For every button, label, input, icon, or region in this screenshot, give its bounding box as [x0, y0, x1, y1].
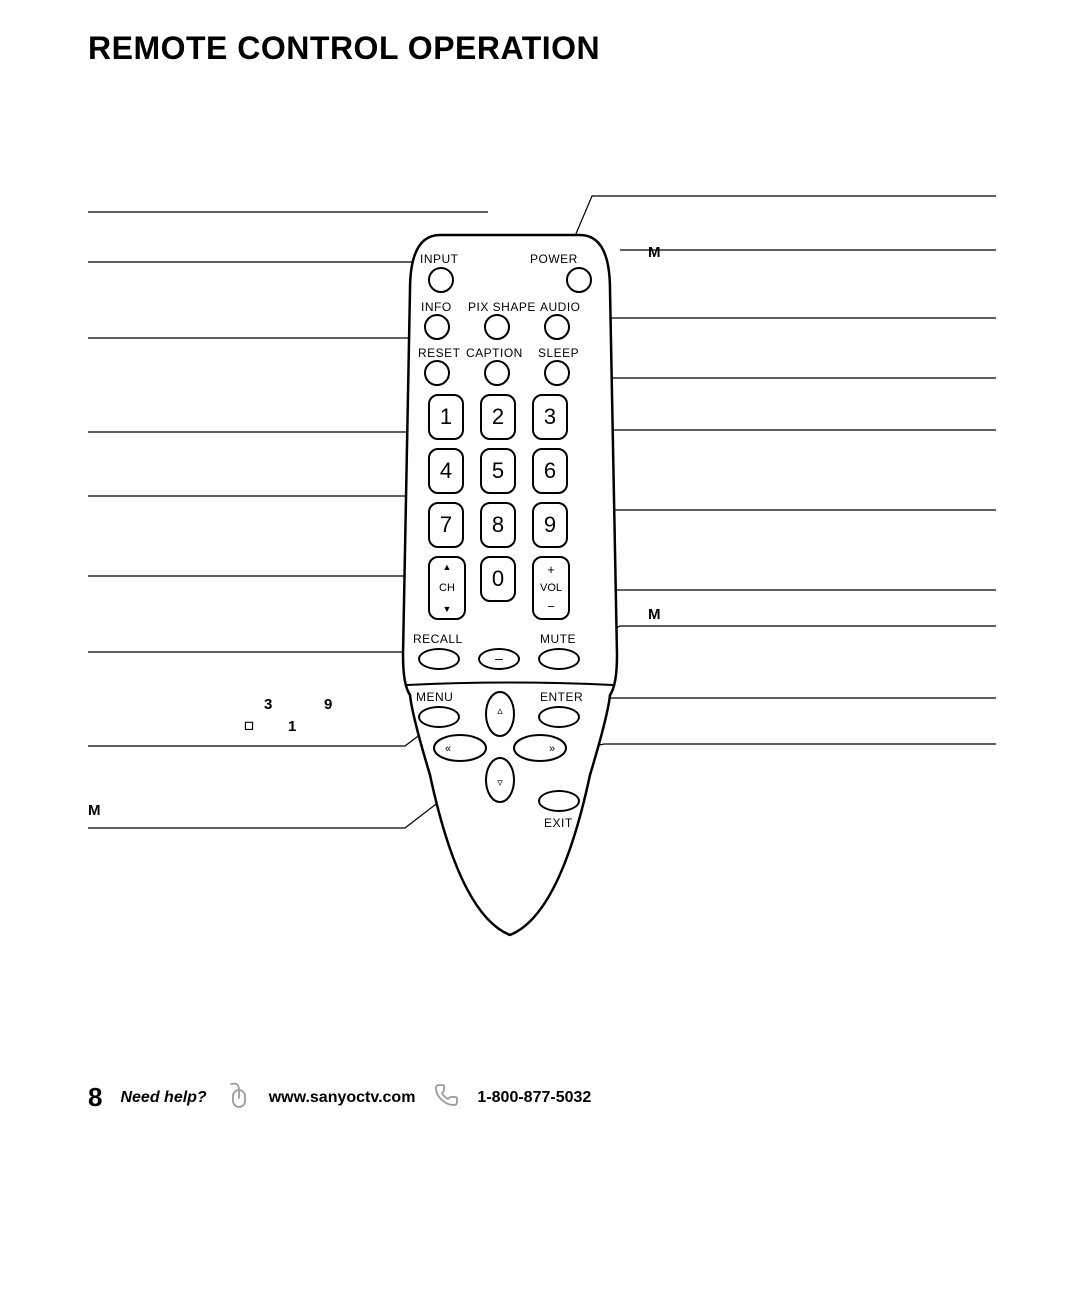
numkey-4[interactable]: 4	[428, 448, 464, 494]
info-button[interactable]	[424, 314, 450, 340]
annotation-square: ◻	[244, 718, 255, 732]
page-number: 8	[88, 1082, 102, 1113]
ch-up-icon: ▲	[430, 562, 464, 572]
numkey-2[interactable]: 2	[480, 394, 516, 440]
label-caption: CAPTION	[466, 346, 523, 360]
numkey-7[interactable]: 7	[428, 502, 464, 548]
footer-phone: 1-800-877-5032	[477, 1089, 591, 1107]
ch-down-icon: ▼	[430, 604, 464, 614]
vol-minus: −	[534, 599, 568, 614]
need-help-label: Need help?	[120, 1089, 206, 1107]
label-recall: RECALL	[413, 632, 463, 646]
dpad-down[interactable]	[486, 760, 514, 800]
recall-button[interactable]	[418, 648, 460, 670]
volume-rocker[interactable]: + VOL −	[532, 556, 570, 620]
page: REMOTE CONTROL OPERATION	[0, 0, 1080, 1311]
label-sleep: SLEEP	[538, 346, 579, 360]
label-reset: RESET	[418, 346, 461, 360]
label-input: INPUT	[420, 252, 459, 266]
mouse-icon	[225, 1080, 251, 1115]
annotation-1: 1	[288, 718, 297, 735]
annotation-3: 3	[264, 696, 273, 713]
label-ch: CH	[430, 582, 464, 594]
label-info: INFO	[421, 300, 452, 314]
exit-button[interactable]	[538, 790, 580, 812]
audio-button[interactable]	[544, 314, 570, 340]
dpad-right[interactable]	[514, 734, 564, 760]
page-footer: 8 Need help? www.sanyoctv.com 1-800-877-…	[88, 1084, 591, 1111]
dpad-up[interactable]	[486, 696, 514, 736]
input-button[interactable]	[428, 267, 454, 293]
numkey-3[interactable]: 3	[532, 394, 568, 440]
numkey-5[interactable]: 5	[480, 448, 516, 494]
label-pixshape: PIX SHAPE	[468, 300, 536, 314]
numkey-8[interactable]: 8	[480, 502, 516, 548]
caption-button[interactable]	[484, 360, 510, 386]
annotation-m-2: M	[648, 606, 662, 623]
pixshape-button[interactable]	[484, 314, 510, 340]
reset-button[interactable]	[424, 360, 450, 386]
mute-button[interactable]	[538, 648, 580, 670]
label-vol: VOL	[534, 582, 568, 594]
label-exit: EXIT	[544, 816, 573, 830]
numkey-0[interactable]: 0	[480, 556, 516, 602]
label-power: POWER	[530, 252, 578, 266]
power-button[interactable]	[566, 267, 592, 293]
vol-plus: +	[534, 562, 568, 577]
dpad-left[interactable]	[434, 734, 484, 760]
label-mute: MUTE	[540, 632, 576, 646]
label-audio: AUDIO	[540, 300, 581, 314]
numkey-6[interactable]: 6	[532, 448, 568, 494]
dash-button[interactable]: –	[478, 648, 520, 670]
phone-icon	[433, 1082, 459, 1113]
footer-url: www.sanyoctv.com	[269, 1089, 416, 1107]
annotation-9: 9	[324, 696, 333, 713]
numkey-1[interactable]: 1	[428, 394, 464, 440]
numkey-9[interactable]: 9	[532, 502, 568, 548]
annotation-m-1: M	[648, 244, 662, 261]
sleep-button[interactable]	[544, 360, 570, 386]
channel-rocker[interactable]: ▲ CH ▼	[428, 556, 466, 620]
annotation-m-left: M	[88, 802, 102, 819]
